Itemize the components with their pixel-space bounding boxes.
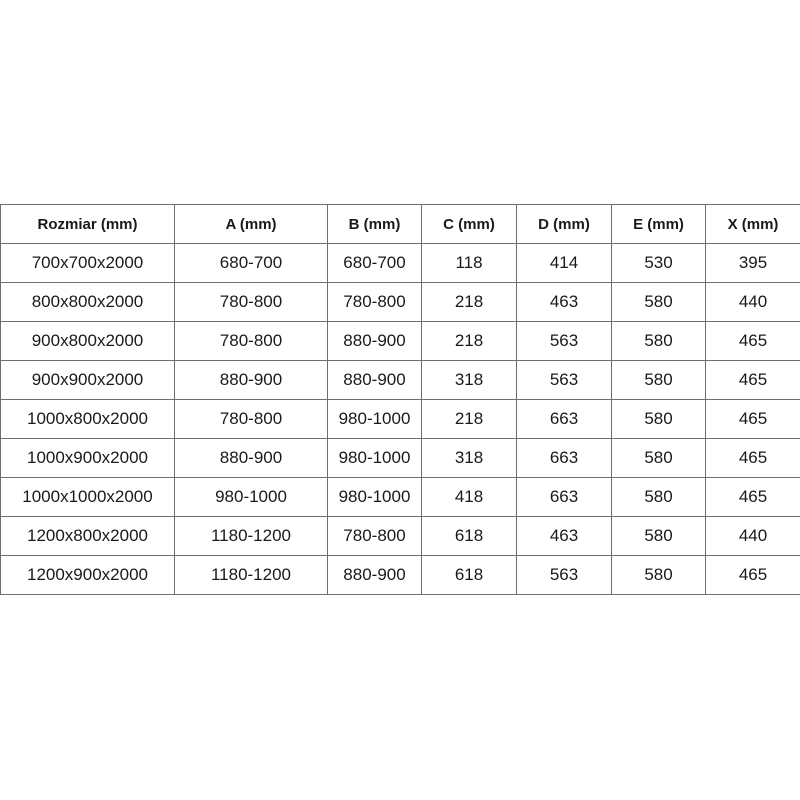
table-cell: 1180-1200 [174, 555, 328, 595]
table-cell: 563 [516, 555, 612, 595]
table-cell: 218 [421, 399, 517, 439]
table-cell: 980-1000 [327, 477, 422, 517]
column-header: B (mm) [327, 204, 422, 244]
table-cell: 618 [421, 555, 517, 595]
table-row: 1200x900x2000 1180-1200 880-900 618 563 580 46… [0, 555, 800, 595]
table-cell: 1200x900x2000 [0, 555, 175, 595]
table-cell: 465 [705, 477, 800, 517]
table-cell: 880-900 [327, 321, 422, 361]
table-cell: 580 [611, 516, 706, 556]
table-row: 800x800x2000 780-800 780-800 218 463 580 440 [0, 282, 800, 322]
table-cell: 1000x800x2000 [0, 399, 175, 439]
table-cell: 880-900 [327, 360, 422, 400]
table-cell: 465 [705, 555, 800, 595]
table-cell: 780-800 [174, 282, 328, 322]
table-cell: 800x800x2000 [0, 282, 175, 322]
table-cell: 580 [611, 555, 706, 595]
table-row: 700x700x2000 680-700 680-700 118 414 530 395 [0, 243, 800, 283]
table-cell: 780-800 [174, 321, 328, 361]
table-cell: 218 [421, 282, 517, 322]
header-row: Rozmiar (mm) A (mm) B (mm) C (mm) D (mm) E (m… [0, 204, 800, 244]
table-cell: 780-800 [174, 399, 328, 439]
table-cell: 1180-1200 [174, 516, 328, 556]
table-cell: 680-700 [174, 243, 328, 283]
table-cell: 680-700 [327, 243, 422, 283]
table-cell: 580 [611, 321, 706, 361]
table-cell: 980-1000 [327, 399, 422, 439]
table-cell: 318 [421, 360, 517, 400]
table-cell: 395 [705, 243, 800, 283]
table-cell: 530 [611, 243, 706, 283]
table-row: 1000x1000x2000 980-1000 980-1000 418 663 580 4… [0, 477, 800, 517]
table-cell: 465 [705, 399, 800, 439]
table-cell: 1000x1000x2000 [0, 477, 175, 517]
column-header: Rozmiar (mm) [0, 204, 175, 244]
table-cell: 663 [516, 438, 612, 478]
column-header: A (mm) [174, 204, 328, 244]
table-row: 1000x900x2000 880-900 980-1000 318 663 580 465 [0, 438, 800, 478]
table-cell: 318 [421, 438, 517, 478]
column-header: C (mm) [421, 204, 517, 244]
table-row: 1200x800x2000 1180-1200 780-800 618 463 580 44… [0, 516, 800, 556]
table-cell: 580 [611, 477, 706, 517]
table-cell: 440 [705, 516, 800, 556]
table-cell: 980-1000 [327, 438, 422, 478]
table-row: 900x800x2000 780-800 880-900 218 563 580 465 [0, 321, 800, 361]
table-cell: 618 [421, 516, 517, 556]
table-cell: 463 [516, 516, 612, 556]
table-cell: 1200x800x2000 [0, 516, 175, 556]
table-cell: 663 [516, 477, 612, 517]
dimensions-table: Rozmiar (mm) A (mm) B (mm) C (mm) D (mm) E (m… [0, 204, 800, 595]
table-cell: 463 [516, 282, 612, 322]
table-cell: 414 [516, 243, 612, 283]
table-cell: 580 [611, 399, 706, 439]
table-cell: 580 [611, 438, 706, 478]
table-cell: 900x800x2000 [0, 321, 175, 361]
table-cell: 880-900 [174, 360, 328, 400]
table-cell: 563 [516, 321, 612, 361]
table-cell: 880-900 [327, 555, 422, 595]
column-header: X (mm) [705, 204, 800, 244]
table-row: 1000x800x2000 780-800 980-1000 218 663 580 465 [0, 399, 800, 439]
table-cell: 880-900 [174, 438, 328, 478]
table-cell: 418 [421, 477, 517, 517]
table-cell: 780-800 [327, 282, 422, 322]
table-row: 900x900x2000 880-900 880-900 318 563 580 465 [0, 360, 800, 400]
table-cell: 900x900x2000 [0, 360, 175, 400]
table-cell: 780-800 [327, 516, 422, 556]
table-cell: 118 [421, 243, 517, 283]
table-cell: 700x700x2000 [0, 243, 175, 283]
column-header: D (mm) [516, 204, 612, 244]
table-cell: 663 [516, 399, 612, 439]
table-cell: 580 [611, 360, 706, 400]
table-cell: 563 [516, 360, 612, 400]
table-cell: 465 [705, 360, 800, 400]
table-cell: 440 [705, 282, 800, 322]
table-cell: 580 [611, 282, 706, 322]
table-cell: 465 [705, 438, 800, 478]
table-cell: 218 [421, 321, 517, 361]
table-cell: 1000x900x2000 [0, 438, 175, 478]
table-cell: 465 [705, 321, 800, 361]
table-cell: 980-1000 [174, 477, 328, 517]
column-header: E (mm) [611, 204, 706, 244]
